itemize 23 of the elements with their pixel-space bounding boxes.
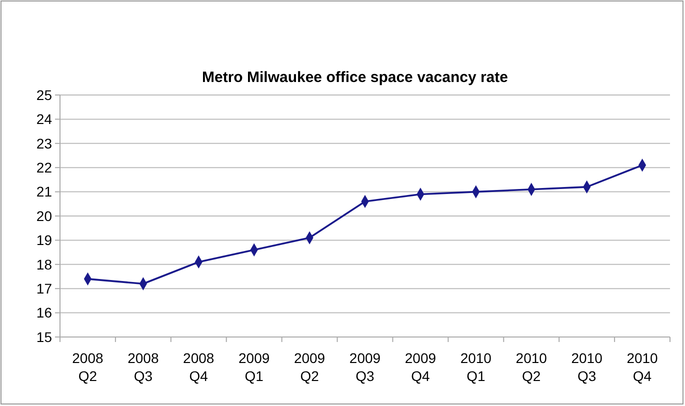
y-tick-label: 16 xyxy=(36,304,52,321)
x-tick-label: 2010 Q4 xyxy=(626,350,658,384)
y-tick-label: 21 xyxy=(36,184,52,200)
chart-title: Metro Milwaukee office space vacancy rate xyxy=(202,69,508,86)
x-tick-label: 2009 Q2 xyxy=(294,350,326,384)
y-tick-label: 15 xyxy=(36,328,52,345)
y-tick-label: 22 xyxy=(36,160,52,176)
x-tick-label: 2009 Q1 xyxy=(238,350,270,384)
x-tick-label: 2010 Q3 xyxy=(571,350,603,384)
x-tick-label: 2008 Q4 xyxy=(183,350,214,384)
x-tick-label: 2009 Q3 xyxy=(349,350,381,384)
x-tick-label: 2010 Q1 xyxy=(460,350,492,384)
x-tick-label: 2010 Q2 xyxy=(516,350,548,384)
x-tick-label: 2008 Q3 xyxy=(128,350,159,384)
y-tick-label: 24 xyxy=(36,111,52,128)
x-tick-label: 2009 Q4 xyxy=(404,350,436,384)
y-tick-label: 19 xyxy=(36,232,52,248)
y-tick-label: 25 xyxy=(36,86,52,103)
y-tick-label: 18 xyxy=(36,256,52,272)
y-tick-label: 20 xyxy=(36,208,52,224)
y-tick-label: 17 xyxy=(36,280,52,296)
y-tick-label: 23 xyxy=(36,135,52,152)
x-tick-label: 2008 Q2 xyxy=(72,350,104,384)
